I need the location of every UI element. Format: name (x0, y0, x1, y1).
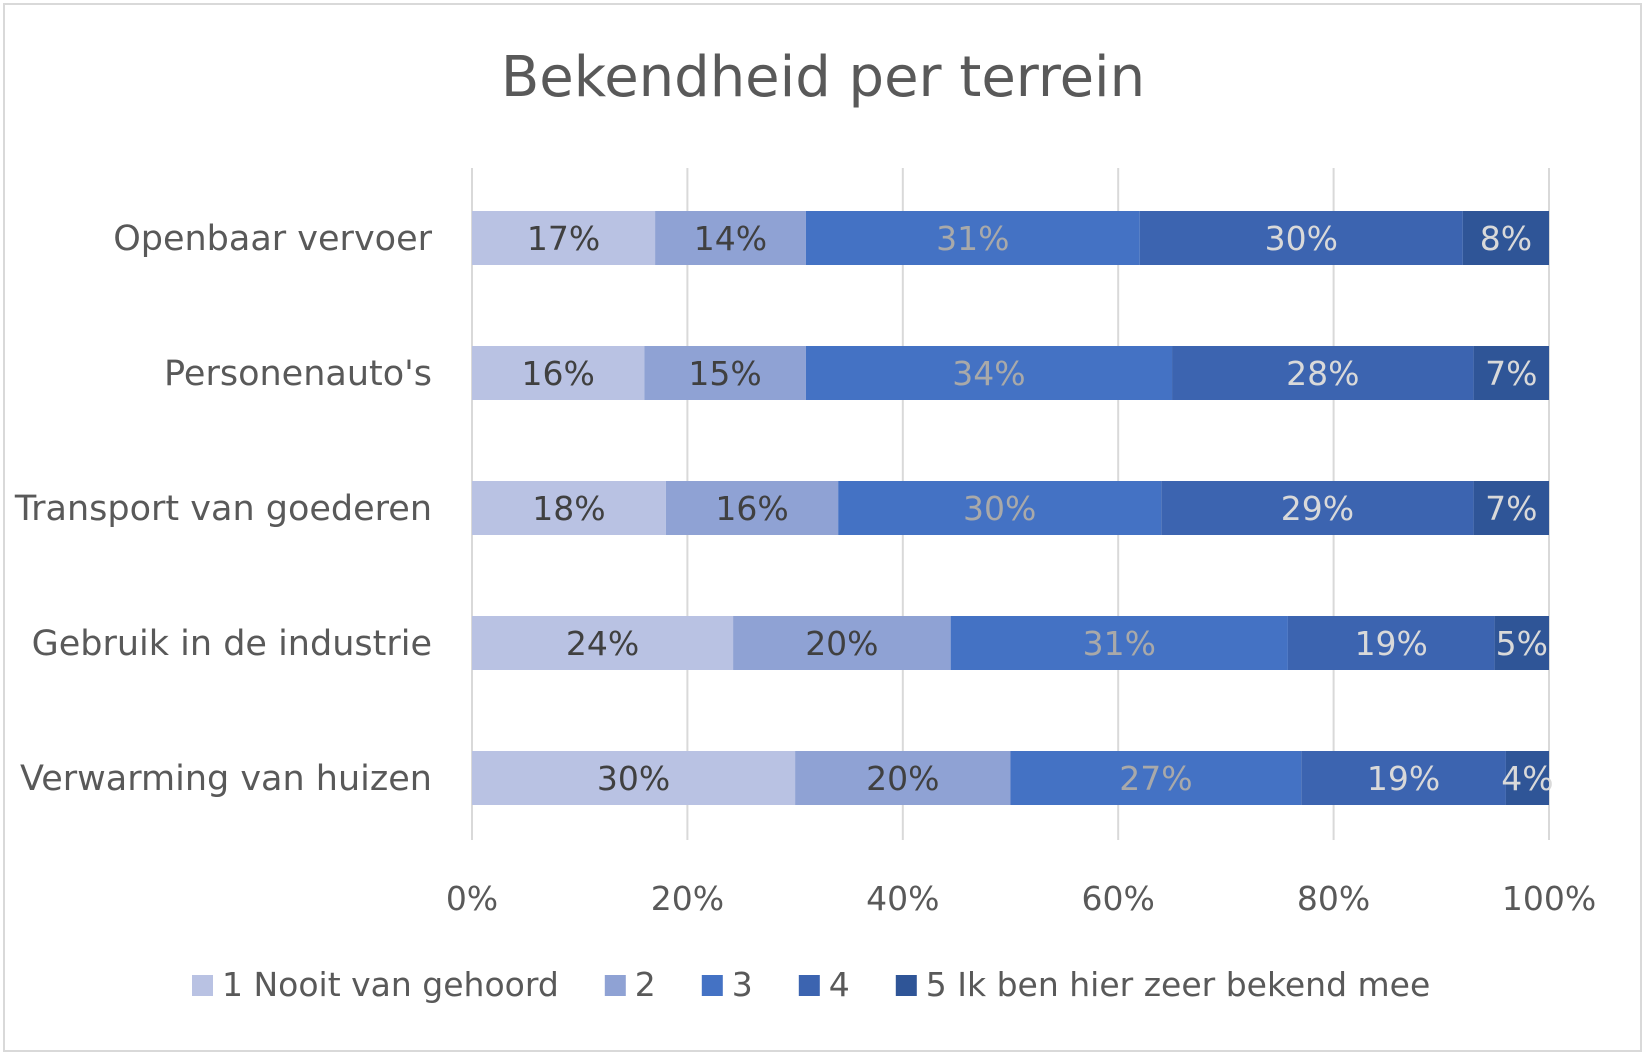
legend-label: 1 Nooit van gehoord (222, 965, 559, 1004)
data-label: 30% (1265, 219, 1338, 258)
bar-segment (805, 211, 1140, 265)
category-labels: Openbaar vervoer Personenauto's Transport … (14, 219, 433, 799)
bar-segment (1139, 211, 1463, 265)
bar-segment (472, 751, 796, 805)
bar-segment (1161, 481, 1474, 535)
category-label: Verwarming van huizen (20, 759, 432, 799)
data-label: 20% (805, 624, 878, 663)
data-label: 19% (1367, 759, 1440, 798)
bar-segment (1301, 751, 1506, 805)
bars: 17% 14% 31% 30% 8% 16% 15% 34% 28% 7% 18% 16% 30% 29%… (472, 211, 1554, 805)
category-label: Personenauto's (164, 354, 432, 394)
data-label: 16% (521, 354, 594, 393)
data-label: 27% (1119, 759, 1192, 798)
data-label: 31% (1083, 624, 1156, 663)
data-label: 20% (866, 759, 939, 798)
bar-segment (1505, 751, 1549, 805)
category-label: Transport van goederen (14, 489, 432, 529)
bar-segment (1473, 481, 1549, 535)
bar-segment (838, 481, 1162, 535)
data-label: 30% (963, 489, 1036, 528)
bar-segment (1462, 211, 1549, 265)
category-label: Gebruik in de industrie (32, 624, 432, 664)
chart-title: Bekendheid per terrein (501, 45, 1145, 110)
legend-label: 4 (829, 965, 850, 1004)
bar-segment (950, 616, 1288, 670)
data-label: 7% (1485, 489, 1537, 528)
legend-swatch (701, 975, 723, 996)
data-label: 24% (566, 624, 639, 663)
data-label: 28% (1286, 354, 1359, 393)
x-tick-labels: 0% 20% 40% 60% 80% 100% (446, 879, 1596, 918)
bar-segment (1010, 751, 1302, 805)
bar-segment (655, 211, 806, 265)
bar-segment (665, 481, 839, 535)
data-label: 16% (715, 489, 788, 528)
data-label: 7% (1485, 354, 1537, 393)
data-label: 34% (952, 354, 1025, 393)
bar-segment (644, 346, 806, 400)
bar-segment (1494, 616, 1549, 670)
legend-label: 5 Ik ben hier zeer bekend mee (926, 965, 1431, 1004)
bar-segment (472, 211, 656, 265)
legend-label: 2 (635, 965, 656, 1004)
data-label: 14% (694, 219, 767, 258)
bar-segment (1287, 616, 1495, 670)
legend-swatch (895, 975, 917, 996)
bar-segment (805, 346, 1173, 400)
data-label: 5% (1496, 624, 1548, 663)
bar-segment (733, 616, 951, 670)
x-tick-label: 100% (1502, 879, 1596, 918)
data-label: 8% (1480, 219, 1532, 258)
legend-swatch (798, 975, 820, 996)
bar-segment (472, 616, 734, 670)
x-tick-label: 0% (446, 879, 498, 918)
bar-segment (472, 481, 666, 535)
x-tick-label: 40% (866, 879, 939, 918)
x-tick-label: 20% (651, 879, 724, 918)
data-label: 29% (1281, 489, 1354, 528)
x-tick-label: 80% (1297, 879, 1370, 918)
legend-label: 3 (732, 965, 753, 1004)
data-label: 15% (688, 354, 761, 393)
data-label: 31% (936, 219, 1009, 258)
bar-segment (1473, 346, 1549, 400)
category-label: Openbaar vervoer (113, 219, 432, 259)
data-label: 18% (532, 489, 605, 528)
legend: 1 Nooit van gehoord 2 3 4 5 Ik ben hier zeer… (192, 965, 1430, 1004)
x-tick-label: 60% (1082, 879, 1155, 918)
bar-segment (472, 346, 645, 400)
legend-swatch (604, 975, 626, 996)
bar-segment (795, 751, 1011, 805)
data-label: 4% (1501, 759, 1553, 798)
data-label: 30% (597, 759, 670, 798)
data-label: 19% (1355, 624, 1428, 663)
bar-segment (1172, 346, 1474, 400)
data-label: 17% (527, 219, 600, 258)
legend-swatch (192, 975, 213, 996)
